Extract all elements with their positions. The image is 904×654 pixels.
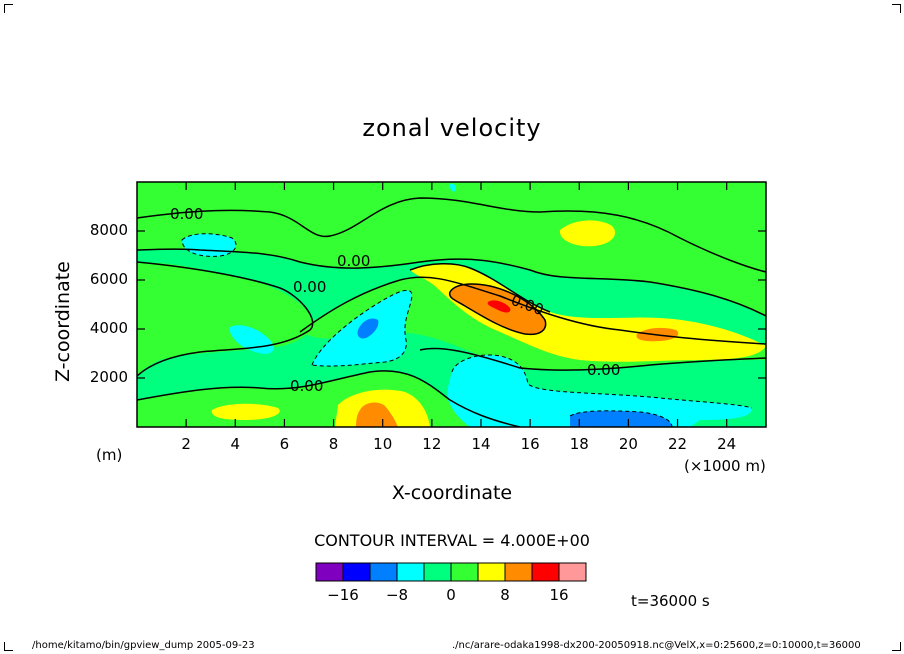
x-tick-label: 22: [668, 435, 688, 453]
colorbar-tick-label: 8: [500, 586, 510, 604]
x-tick-label: 24: [717, 435, 737, 453]
band-neg4-to-0-top: [449, 183, 456, 192]
x-tick-label: 4: [230, 435, 241, 453]
band-12-to-16-bottom: [356, 402, 398, 427]
y-tick-marks: [137, 230, 766, 379]
y-tick-label: 2000: [89, 368, 128, 386]
corner-mark-top-right: [892, 4, 901, 13]
contour-label: 0.00: [337, 252, 370, 270]
neg-contour-bottomright: [451, 354, 753, 409]
colorbar-tick-label: −8: [385, 586, 409, 604]
x-tick-label: 8: [328, 435, 339, 453]
y-axis-label: Z-coordinate: [52, 261, 74, 382]
x-tick-label: 2: [181, 435, 191, 453]
colorbar-swatch: [342, 562, 371, 582]
footer-right-source: ./nc/arare-odaka1998-dx200-20050918.nc@V…: [452, 640, 861, 651]
contour-line-yellow-outline: [409, 263, 551, 313]
negative-contour-lines: [181, 233, 753, 427]
contour-interval-text: CONTOUR INTERVAL = 4.000E+00: [314, 531, 590, 550]
footer-left-path: /home/kitamo/bin/gpview_dump 2005-09-23: [32, 640, 255, 651]
contour-lines: [137, 197, 766, 427]
band-8-to-12-topright: [559, 220, 616, 247]
x-tick-label: 10: [373, 435, 393, 453]
x-axis-label: X-coordinate: [391, 482, 513, 504]
contour-line-top: [137, 197, 766, 273]
colorbar-swatch: [450, 562, 479, 582]
contour-fill-group: [137, 182, 766, 427]
x-tick-label: 12: [422, 435, 442, 453]
colorbar-tick-label: −16: [327, 586, 359, 604]
contour-line-center-low: [419, 347, 766, 371]
x-axis-unit: (×1000 m): [684, 457, 766, 475]
contour-line-lower: [137, 370, 521, 427]
contour-label: 0.00: [293, 278, 326, 296]
contour-label: 0.00: [170, 205, 203, 223]
colorbar-swatch: [369, 562, 398, 582]
neg-contour-center: [311, 289, 413, 367]
colorbar-tick-label: 16: [549, 586, 569, 604]
y-tick-label: 6000: [89, 270, 128, 288]
y-tick-label: 4000: [89, 319, 128, 337]
colorbar-swatch: [531, 562, 560, 582]
band-8-to-12-bottomleft: [211, 403, 280, 420]
band-4-to-8-upper: [137, 182, 766, 316]
neg-contour-topleft: [181, 233, 237, 257]
contour-line-left-loop: [137, 261, 314, 377]
plot-frame: [136, 181, 767, 428]
colorbar-swatch: [477, 562, 506, 582]
x-tick-label: 16: [520, 435, 540, 453]
corner-mark-bottom-right: [892, 642, 901, 651]
colorbar-swatch: [504, 562, 533, 582]
contour-line-ridge-outline: [448, 283, 547, 336]
band-neg8-to-neg4-center: [357, 318, 379, 339]
corner-mark-top-left: [4, 4, 13, 13]
corner-mark-bottom-left: [4, 642, 13, 651]
x-tick-label: 6: [279, 435, 290, 453]
colorbar-swatch: [396, 562, 425, 582]
x-tick-marks: [185, 182, 728, 427]
band-neg4-to-0-bottomright: [447, 354, 752, 427]
contour-line-upper: [137, 248, 766, 317]
contour-line-ridge: [299, 276, 766, 345]
neg-contour-bottom: [569, 410, 673, 427]
x-tick-label: 14: [471, 435, 491, 453]
colorbar-swatch: [558, 562, 587, 582]
colorbar-swatch: [423, 562, 452, 582]
y-tick-label: 8000: [89, 221, 128, 239]
colorbar-tick-label: 0: [446, 586, 456, 604]
colorbar: [315, 562, 587, 582]
contour-label: 0.00: [290, 377, 323, 395]
band-16-to-20-core: [487, 300, 511, 313]
chart-title: zonal velocity: [362, 114, 542, 142]
x-tick-label: 20: [618, 435, 638, 453]
x-tick-label: 18: [569, 435, 589, 453]
time-label: t=36000 s: [631, 592, 710, 610]
contour-label: 0.00: [587, 361, 620, 379]
band-neg8-to-neg4-bottom: [570, 410, 672, 427]
y-axis-unit: (m): [96, 446, 123, 464]
colorbar-swatch: [315, 562, 344, 582]
